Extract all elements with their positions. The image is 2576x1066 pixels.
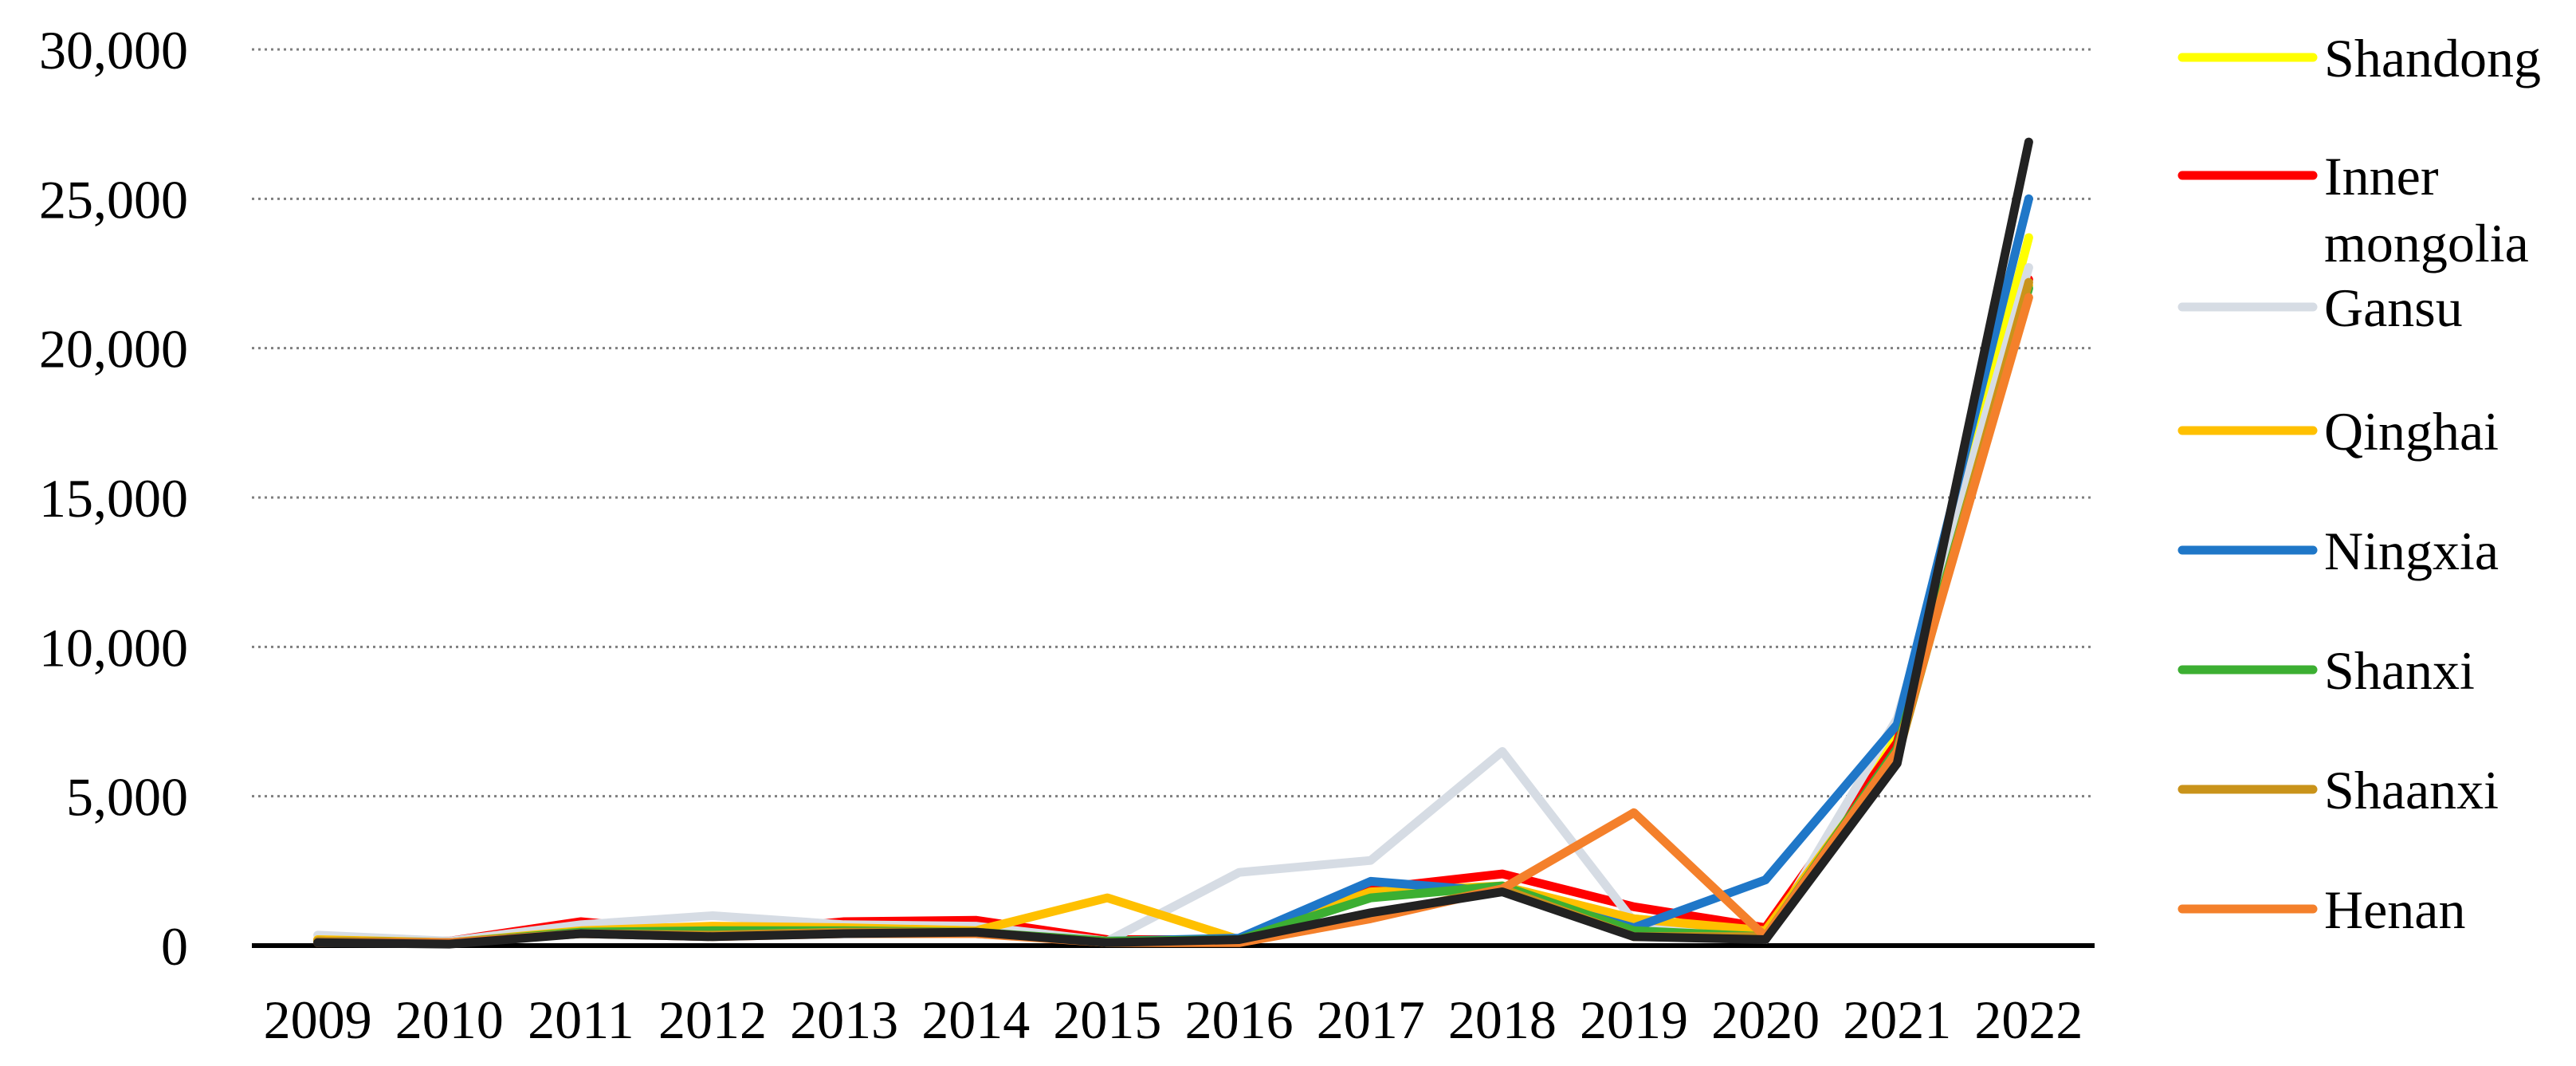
x-tick-label: 2019 xyxy=(1580,989,1688,1050)
legend-label: Shandong xyxy=(2324,28,2541,89)
x-tick-label: 2011 xyxy=(528,989,634,1050)
legend-label: Gansu xyxy=(2324,277,2463,338)
series-lines xyxy=(313,137,2033,949)
x-tick-label: 2014 xyxy=(921,989,1030,1050)
x-tick-label: 2020 xyxy=(1711,989,1820,1050)
series-line-unlabeled xyxy=(313,137,2033,949)
y-tick-label: 10,000 xyxy=(39,617,188,678)
legend-item: Inner mongolia xyxy=(2177,146,2529,273)
legend-item: Shaanxi xyxy=(2177,760,2499,820)
legend-label: Henan xyxy=(2324,879,2465,940)
axes: 0 5,000 10,000 15,000 20,000 25,000 30,000 2009… xyxy=(39,20,2095,1050)
x-tick-label: 2012 xyxy=(658,989,767,1050)
series-line-ningxia xyxy=(313,194,2033,947)
x-tick-label: 2010 xyxy=(395,989,504,1050)
x-tick-label: 2022 xyxy=(1974,989,2083,1050)
series-line-shaanxi xyxy=(313,277,2033,947)
series-line-gansu xyxy=(313,263,2033,946)
x-tick-label: 2017 xyxy=(1317,989,1425,1050)
y-tick-label: 15,000 xyxy=(39,468,188,529)
series-line-inner-mongolia xyxy=(313,275,2033,946)
y-tick-label: 0 xyxy=(161,916,188,977)
y-tick-label: 20,000 xyxy=(39,319,188,380)
legend-label: Shaanxi xyxy=(2324,760,2499,820)
x-tick-label: 2009 xyxy=(264,989,372,1050)
gridlines xyxy=(252,48,2095,798)
y-tick-label: 25,000 xyxy=(39,169,188,230)
y-tick-label: 5,000 xyxy=(66,767,188,828)
series-line-qinghai xyxy=(313,281,2033,947)
legend-label: Qinghai xyxy=(2324,401,2499,462)
legend-item: Shanxi xyxy=(2177,640,2475,701)
x-tick-label: 2013 xyxy=(790,989,898,1050)
x-tick-label: 2016 xyxy=(1185,989,1294,1050)
legend-item: Qinghai xyxy=(2177,401,2499,462)
legend-item: Ningxia xyxy=(2177,521,2499,581)
legend-item: Henan xyxy=(2177,879,2465,940)
x-tick-label: 2015 xyxy=(1053,989,1161,1050)
y-tick-label: 30,000 xyxy=(39,20,188,81)
x-tick-label: 2018 xyxy=(1448,989,1557,1050)
series-line-shanxi xyxy=(313,284,2033,947)
series-line-henan xyxy=(313,293,2033,947)
x-tick-label: 2021 xyxy=(1843,989,1951,1050)
legend-label: Inner mongolia xyxy=(2324,146,2529,273)
legend-item: Shandong xyxy=(2177,28,2541,89)
legend-item: Gansu xyxy=(2177,277,2463,338)
series-line-shandong xyxy=(313,233,2033,947)
legend-label: Shanxi xyxy=(2324,640,2475,701)
legend-label: Ningxia xyxy=(2324,521,2499,581)
